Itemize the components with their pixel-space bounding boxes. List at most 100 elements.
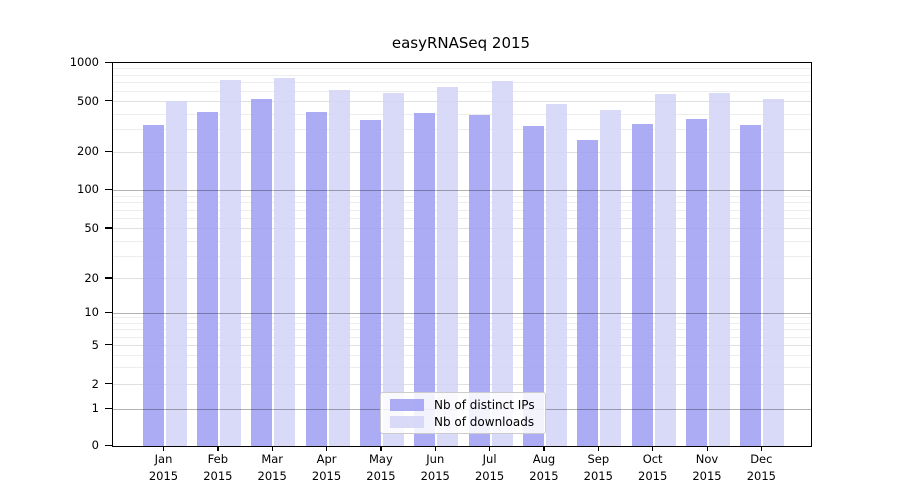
bar-distinct-ips-nov — [686, 118, 707, 446]
y-tick-5 — [105, 344, 112, 346]
gridline-minor-9 — [113, 317, 811, 319]
gridline-5 — [113, 345, 811, 347]
x-tick-jul — [489, 446, 491, 451]
y-label-5: 5 — [91, 337, 99, 352]
bar-distinct-ips-dec — [740, 124, 762, 446]
x-label-mar: Mar 2015 — [257, 452, 287, 483]
legend-label-distinct-ips: Nb of distinct IPs — [434, 397, 535, 412]
bar-downloads-oct — [654, 93, 676, 446]
y-tick-1000 — [105, 61, 112, 63]
gridline-minor-4 — [113, 354, 811, 356]
bar-distinct-ips-oct — [631, 123, 653, 446]
bar-distinct-ips-jul — [468, 115, 490, 446]
gridline-minor-8 — [113, 323, 811, 325]
gridline-minor-900 — [113, 68, 811, 70]
bar-downloads-dec — [763, 99, 785, 446]
legend-label-downloads: Nb of downloads — [434, 414, 535, 429]
gridline-50 — [113, 228, 811, 230]
x-tick-jan — [163, 446, 165, 451]
bar-downloads-mar — [274, 77, 296, 446]
gridline-minor-6 — [113, 336, 811, 338]
x-tick-dec — [760, 446, 763, 451]
legend-entry-downloads: Nb of downloads — [381, 415, 545, 429]
gridline-minor-70 — [113, 209, 811, 211]
y-label-1: 1 — [91, 401, 99, 416]
gridline-2 — [113, 384, 811, 386]
bar-distinct-ips-mar — [251, 99, 273, 446]
y-tick-500 — [105, 100, 112, 102]
x-label-may: May 2015 — [366, 452, 396, 483]
y-label-2: 2 — [91, 376, 99, 391]
gridline-minor-90 — [113, 195, 811, 197]
bar-downloads-jul — [491, 80, 513, 446]
bar-downloads-nov — [709, 93, 730, 446]
y-label-0: 0 — [91, 438, 99, 452]
bar-distinct-ips-apr — [305, 112, 327, 446]
bar-distinct-ips-jan — [142, 124, 164, 446]
y-tick-20 — [105, 277, 112, 279]
gridline-minor-80 — [113, 202, 811, 204]
y-tick-1 — [105, 407, 112, 409]
y-tick-50 — [105, 227, 112, 229]
x-label-jul: Jul 2015 — [474, 452, 505, 483]
gridline-100 — [113, 189, 811, 191]
legend-swatch-downloads — [390, 415, 424, 428]
y-tick-100 — [105, 188, 112, 190]
y-label-20: 20 — [84, 270, 99, 285]
gridline-minor-300 — [113, 129, 811, 131]
x-label-dec: Dec 2015 — [746, 452, 776, 483]
legend-swatch-distinct-ips — [390, 398, 424, 411]
bar-downloads-sep — [600, 109, 622, 446]
bar-downloads-jun — [437, 87, 459, 446]
y-label-50: 50 — [84, 220, 99, 235]
x-tick-feb — [217, 446, 219, 451]
gridline-minor-600 — [113, 91, 811, 93]
gridline-minor-40 — [113, 240, 811, 242]
y-tick-0 — [105, 444, 112, 446]
gridline-minor-400 — [113, 113, 811, 115]
chart-title: easyRNASeq 2015 — [391, 34, 531, 52]
bar-distinct-ips-sep — [577, 139, 599, 446]
gridline-minor-60 — [113, 218, 811, 220]
x-tick-jun — [434, 446, 436, 451]
bar-downloads-jan — [165, 101, 187, 446]
x-label-aug: Aug 2015 — [529, 452, 559, 483]
x-label-sep: Sep 2015 — [583, 452, 613, 483]
x-tick-nov — [706, 446, 708, 451]
y-tick-200 — [105, 150, 112, 152]
y-tick-2 — [105, 383, 112, 385]
bar-downloads-apr — [328, 89, 350, 446]
bar-distinct-ips-aug — [522, 126, 544, 446]
gridline-minor-3 — [113, 366, 811, 368]
gridline-minor-30 — [113, 256, 811, 258]
gridline-minor-7 — [113, 329, 811, 331]
gridline-20 — [113, 278, 811, 280]
legend-entry-distinct-ips: Nb of distinct IPs — [381, 398, 545, 412]
y-label-200: 200 — [77, 144, 99, 159]
bar-distinct-ips-jun — [414, 113, 436, 446]
x-tick-oct — [652, 446, 654, 451]
x-label-jan: Jan 2015 — [148, 452, 179, 483]
bar-distinct-ips-feb — [196, 112, 218, 446]
x-tick-may — [380, 446, 382, 451]
bar-downloads-may — [382, 93, 404, 446]
bar-distinct-ips-may — [359, 120, 381, 446]
x-label-oct: Oct 2015 — [638, 452, 668, 483]
y-tick-10 — [105, 311, 112, 313]
x-tick-aug — [543, 446, 545, 451]
x-label-apr: Apr 2015 — [311, 452, 342, 483]
x-tick-mar — [271, 446, 273, 451]
gridline-500 — [113, 101, 811, 103]
gridline-minor-700 — [113, 82, 811, 84]
legend: Nb of distinct IPs Nb of downloads — [380, 392, 546, 434]
y-label-10: 10 — [84, 305, 99, 320]
bar-downloads-aug — [545, 104, 567, 446]
x-label-nov: Nov 2015 — [692, 452, 722, 483]
gridline-10 — [113, 312, 811, 314]
y-label-100: 100 — [77, 182, 99, 197]
gridline-200 — [113, 151, 811, 153]
x-label-feb: Feb 2015 — [203, 452, 233, 483]
bar-downloads-feb — [219, 79, 241, 446]
x-tick-sep — [597, 446, 599, 451]
